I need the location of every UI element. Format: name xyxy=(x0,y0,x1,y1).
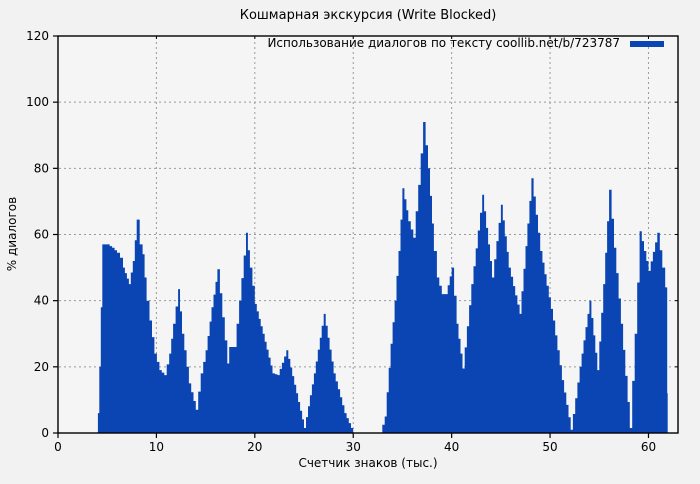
x-tick-label: 50 xyxy=(542,440,557,454)
plot-area: 0 10 20 30 40 50 60 0 20 40 60 80 100 120 xyxy=(26,29,679,454)
area-series xyxy=(58,122,668,433)
x-tick-label: 40 xyxy=(444,440,459,454)
chart-title: Кошмарная экскурсия (Write Blocked) xyxy=(240,8,497,23)
y-tick-label: 60 xyxy=(34,228,49,242)
y-tick-label: 20 xyxy=(34,360,49,374)
legend-label: Использование диалогов по тексту coollib… xyxy=(267,36,620,50)
legend-swatch xyxy=(630,41,664,47)
y-tick-label: 120 xyxy=(26,29,49,43)
y-tick-label: 40 xyxy=(34,294,49,308)
y-tick-label: 0 xyxy=(41,426,49,440)
x-tick-label: 30 xyxy=(346,440,361,454)
y-axis-label: % диалогов xyxy=(5,197,19,271)
y-tick-label: 100 xyxy=(26,95,49,109)
y-tick-label: 80 xyxy=(34,161,49,175)
x-tick-label: 10 xyxy=(149,440,164,454)
x-axis-label: Счетчик знаков (тыс.) xyxy=(298,456,437,470)
x-tick-label: 60 xyxy=(641,440,656,454)
x-tick-label: 0 xyxy=(54,440,62,454)
x-tick-label: 20 xyxy=(247,440,262,454)
